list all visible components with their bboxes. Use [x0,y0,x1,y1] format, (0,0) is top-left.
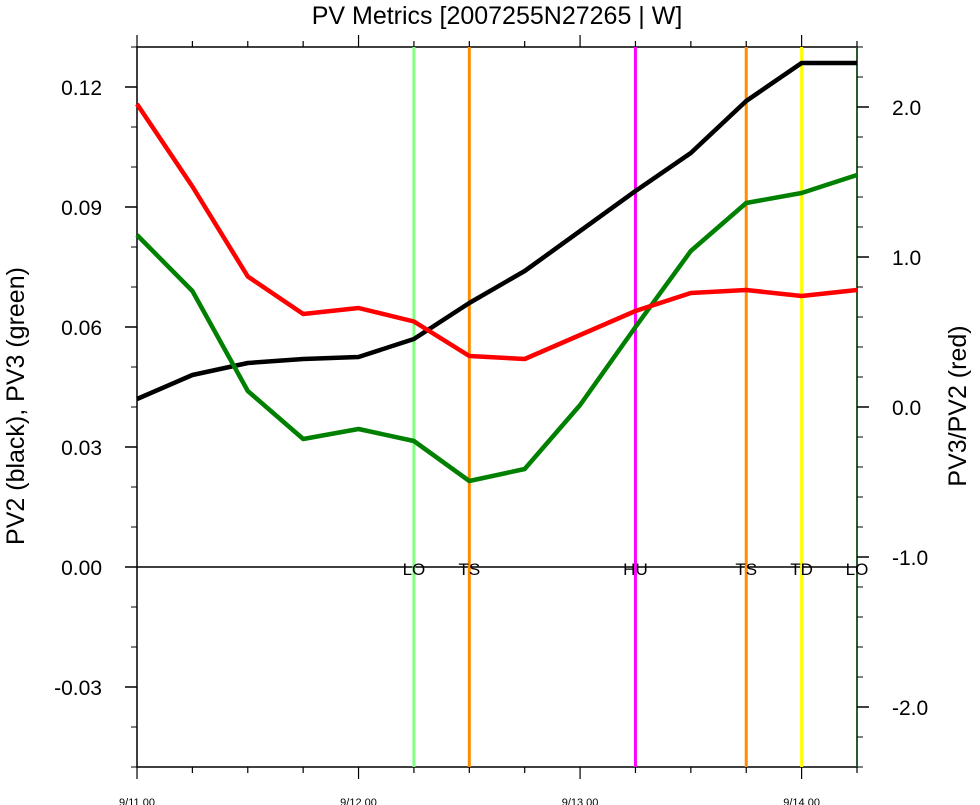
y-right-tick-label: 1.0 [892,247,921,270]
stage-marker-label: HU [623,560,648,579]
y-right-tick-label: -2.0 [892,697,928,720]
y-axis-label-left: PV2 (black), PV3 (green) [2,267,30,545]
y-right-tick-label: 0.0 [892,397,921,420]
y-left-tick-label: 0.06 [61,317,102,340]
x-tick-label: 9/12 00 [340,797,377,805]
series-line-1 [135,172,858,484]
y-right-tick-label: 2.0 [892,97,921,120]
y-axis-label-right: PV3/PV2 (red) [944,325,972,486]
chart-title: PV Metrics [2007255N27265 | W] [312,2,683,30]
stage-marker-label: TD [790,560,813,579]
series-line-0 [136,60,857,402]
y-left-tick-label: 0.00 [61,557,102,580]
y-left-tick-label: 0.09 [61,197,102,220]
y-left-tick-label: -0.03 [54,677,102,700]
plot-area: 0.12 0.09 0.06 0.03 0.00 -0.03 2.0 1.0 0.0 -1.0 -2… [54,35,928,805]
y-right-tick-label: -1.0 [892,547,928,570]
x-tick-label: 9/11 00 [119,797,155,805]
y-left-tick-label: 0.12 [61,77,102,100]
series-line-2 [135,102,858,362]
x-tick-label: 9/13 00 [562,797,599,805]
stage-marker-label: TS [458,560,480,579]
stage-marker-label: LO [403,560,426,579]
x-tick-label: 9/14 00 [783,797,820,805]
y-left-tick-label: 0.03 [61,437,102,460]
stage-marker-label: LO [846,560,869,579]
stage-marker-label: TS [735,560,757,579]
plot-frame [136,46,858,768]
